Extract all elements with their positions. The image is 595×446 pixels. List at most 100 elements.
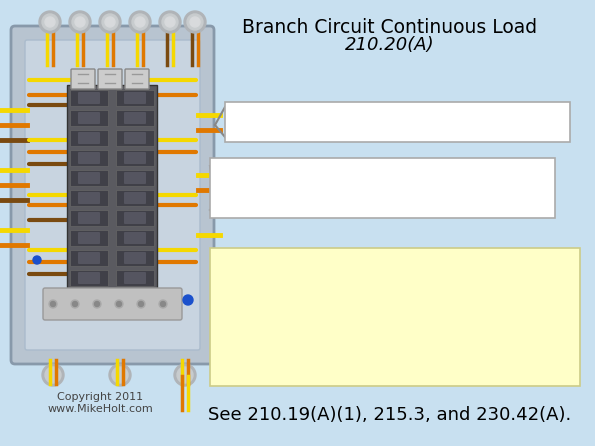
Circle shape: [161, 301, 165, 306]
Circle shape: [174, 364, 196, 386]
FancyBboxPatch shape: [11, 26, 214, 364]
Circle shape: [184, 11, 206, 33]
Circle shape: [99, 11, 121, 33]
Circle shape: [105, 17, 115, 27]
FancyBboxPatch shape: [78, 272, 100, 284]
FancyBboxPatch shape: [210, 158, 555, 218]
Circle shape: [183, 295, 193, 305]
FancyBboxPatch shape: [116, 90, 154, 106]
Text: 210.20(A): 210.20(A): [345, 36, 435, 54]
FancyBboxPatch shape: [70, 190, 108, 206]
Circle shape: [33, 256, 41, 264]
FancyBboxPatch shape: [116, 270, 154, 286]
FancyBboxPatch shape: [225, 102, 570, 142]
FancyBboxPatch shape: [124, 272, 146, 284]
FancyBboxPatch shape: [70, 90, 108, 106]
Circle shape: [139, 301, 143, 306]
FancyBboxPatch shape: [78, 152, 100, 164]
FancyBboxPatch shape: [124, 172, 146, 184]
FancyBboxPatch shape: [116, 110, 154, 126]
Circle shape: [109, 364, 131, 386]
Circle shape: [115, 300, 123, 308]
Text: 100% of the noncontinuous load.: 100% of the noncontinuous load.: [268, 294, 522, 310]
Circle shape: [71, 300, 79, 308]
Circle shape: [102, 14, 118, 30]
FancyBboxPatch shape: [71, 69, 95, 89]
Circle shape: [159, 300, 167, 308]
Circle shape: [129, 11, 151, 33]
Circle shape: [137, 300, 145, 308]
FancyBboxPatch shape: [43, 288, 182, 320]
FancyBboxPatch shape: [78, 172, 100, 184]
Circle shape: [93, 300, 101, 308]
Text: 125A plus 0A noncontinuous =: 125A plus 0A noncontinuous =: [256, 339, 497, 354]
FancyBboxPatch shape: [78, 232, 100, 244]
Circle shape: [117, 301, 121, 306]
FancyBboxPatch shape: [25, 40, 200, 350]
FancyBboxPatch shape: [125, 69, 149, 89]
Text: Branch Circuit Continuous Load: Branch Circuit Continuous Load: [242, 18, 537, 37]
Circle shape: [73, 301, 77, 306]
FancyBboxPatch shape: [116, 190, 154, 206]
Circle shape: [95, 301, 99, 306]
FancyBboxPatch shape: [124, 152, 146, 164]
Text: 125A: 125A: [461, 339, 500, 354]
FancyBboxPatch shape: [70, 270, 108, 286]
Circle shape: [190, 17, 200, 27]
Circle shape: [72, 14, 88, 30]
Text: at 125% of the continuous load plus: at 125% of the continuous load plus: [257, 277, 533, 292]
FancyBboxPatch shape: [116, 210, 154, 226]
FancyBboxPatch shape: [124, 212, 146, 224]
FancyBboxPatch shape: [70, 110, 108, 126]
FancyBboxPatch shape: [124, 232, 146, 244]
FancyBboxPatch shape: [124, 132, 146, 144]
Circle shape: [45, 367, 61, 383]
FancyBboxPatch shape: [98, 69, 122, 89]
Circle shape: [159, 11, 181, 33]
FancyBboxPatch shape: [124, 252, 146, 264]
FancyBboxPatch shape: [78, 192, 100, 204]
Text: Copyright 2011
www.MikeHolt.com: Copyright 2011 www.MikeHolt.com: [47, 392, 153, 413]
Circle shape: [51, 301, 55, 306]
FancyBboxPatch shape: [70, 230, 108, 246]
FancyBboxPatch shape: [116, 250, 154, 266]
Circle shape: [112, 367, 128, 383]
Circle shape: [42, 14, 58, 30]
Text: 0A Noncontinuous.: 0A Noncontinuous.: [298, 191, 468, 209]
FancyBboxPatch shape: [78, 252, 100, 264]
FancyBboxPatch shape: [78, 112, 100, 124]
Circle shape: [69, 11, 91, 33]
Circle shape: [135, 17, 145, 27]
Circle shape: [45, 17, 55, 27]
FancyBboxPatch shape: [67, 85, 157, 295]
FancyBboxPatch shape: [116, 170, 154, 186]
Circle shape: [177, 367, 193, 383]
Text: 125A Overcurrent Device: 125A Overcurrent Device: [265, 112, 530, 132]
FancyBboxPatch shape: [116, 150, 154, 166]
Text: An overcurrent device must be sized: An overcurrent device must be sized: [254, 259, 536, 273]
FancyBboxPatch shape: [116, 130, 154, 146]
FancyBboxPatch shape: [78, 132, 100, 144]
Circle shape: [42, 364, 64, 386]
Circle shape: [187, 14, 203, 30]
Circle shape: [162, 14, 178, 30]
FancyBboxPatch shape: [124, 92, 146, 104]
FancyBboxPatch shape: [210, 248, 580, 386]
FancyBboxPatch shape: [78, 212, 100, 224]
Circle shape: [132, 14, 148, 30]
Circle shape: [49, 300, 57, 308]
Text: See 210.19(A)(1), 215.3, and 230.42(A).: See 210.19(A)(1), 215.3, and 230.42(A).: [208, 406, 572, 424]
FancyBboxPatch shape: [70, 130, 108, 146]
Text: 100A continuous load x 1.25 = 125A,: 100A continuous load x 1.25 = 125A,: [252, 321, 537, 335]
FancyBboxPatch shape: [78, 92, 100, 104]
FancyBboxPatch shape: [70, 170, 108, 186]
FancyBboxPatch shape: [70, 210, 108, 226]
Text: Load is 100A Continuous,: Load is 100A Continuous,: [268, 169, 497, 187]
Circle shape: [165, 17, 175, 27]
FancyBboxPatch shape: [116, 230, 154, 246]
FancyBboxPatch shape: [124, 112, 146, 124]
Circle shape: [75, 17, 85, 27]
FancyBboxPatch shape: [70, 150, 108, 166]
FancyBboxPatch shape: [70, 250, 108, 266]
Circle shape: [39, 11, 61, 33]
